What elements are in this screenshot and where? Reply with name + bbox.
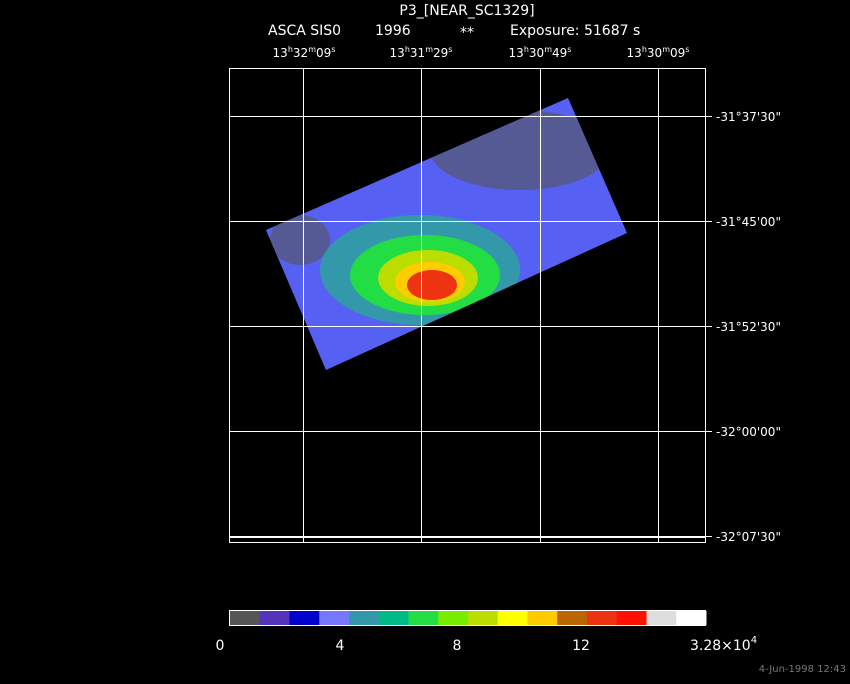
ra-label: 13h32m09s xyxy=(273,45,336,60)
colorbar-cell xyxy=(527,611,558,625)
ra-value: 13 xyxy=(627,46,642,60)
title: P3_[NEAR_SC1329] xyxy=(399,3,534,19)
exposure: Exposure: 51687 s xyxy=(510,23,640,39)
ra-unit: s xyxy=(448,45,452,54)
ra-unit: h xyxy=(642,45,647,54)
dec-label: -31°37'30" xyxy=(716,110,781,124)
colorbar-cell xyxy=(230,611,261,625)
ra-unit: s xyxy=(331,45,335,54)
colorbar-label: 0 xyxy=(216,638,225,654)
colorbar-label: 8 xyxy=(453,638,462,654)
colorbar-cell xyxy=(289,611,320,625)
colorbar-cell xyxy=(497,611,528,625)
exponent: 4 xyxy=(751,635,757,646)
colorbar-cell xyxy=(646,611,677,625)
timestamp: 4-Jun-1998 12:43 xyxy=(759,664,846,675)
colorbar-label: 4 xyxy=(336,638,345,654)
colorbar-cell xyxy=(468,611,499,625)
ra-value: 30 xyxy=(647,46,662,60)
plot-frame xyxy=(229,68,712,543)
colorbar-cell xyxy=(438,611,469,625)
ra-labels: 13h32m09s 13h31m29s 13h30m49s 13h30m09s xyxy=(273,45,690,60)
colorbar-cell xyxy=(349,611,380,625)
ra-unit: m xyxy=(425,45,433,54)
ra-unit: s xyxy=(685,45,689,54)
ra-unit: h xyxy=(288,45,293,54)
ra-unit: h xyxy=(524,45,529,54)
colorbar-label: 12 xyxy=(572,638,590,654)
year: 1996 xyxy=(375,23,411,39)
dec-label: -32°00'00" xyxy=(716,425,781,439)
dec-label: -31°45'00" xyxy=(716,215,781,229)
colorbar-cell xyxy=(587,611,618,625)
ra-label: 13h30m49s xyxy=(509,45,572,60)
ra-value: 32 xyxy=(293,46,308,60)
colorbar-cell xyxy=(676,611,707,625)
colorbar: 0 4 8 12 3.28×104 xyxy=(216,610,757,654)
ra-value: 13 xyxy=(273,46,288,60)
ra-value: 09 xyxy=(670,46,685,60)
colorbar-cell xyxy=(378,611,409,625)
instrument: ASCA SIS0 xyxy=(268,23,341,39)
flag: ** xyxy=(460,25,474,41)
colorbar-border xyxy=(229,610,706,626)
colorbar-cell xyxy=(616,611,647,625)
colorbar-cell xyxy=(319,611,350,625)
ra-value: 49 xyxy=(552,46,567,60)
colorbar-max-label: 3.28×104 xyxy=(690,635,757,654)
colorbar-cell xyxy=(408,611,439,625)
dec-label: -31°52'30" xyxy=(716,320,781,334)
ra-value: 13 xyxy=(390,46,405,60)
dec-label: -32°07'30" xyxy=(716,530,781,544)
ra-unit: s xyxy=(567,45,571,54)
ra-value: 31 xyxy=(410,46,425,60)
ra-unit: m xyxy=(662,45,670,54)
xray-image xyxy=(266,98,627,370)
ra-value: 13 xyxy=(509,46,524,60)
ra-unit: m xyxy=(544,45,552,54)
colorbar-cell xyxy=(557,611,588,625)
ra-unit: h xyxy=(405,45,410,54)
ra-value: 09 xyxy=(316,46,331,60)
mantissa: 3.28×10 xyxy=(690,638,751,654)
ra-unit: m xyxy=(308,45,316,54)
colorbar-cell xyxy=(259,611,290,625)
ra-label: 13h30m09s xyxy=(627,45,690,60)
ra-label: 13h31m29s xyxy=(390,45,453,60)
ra-value: 29 xyxy=(433,46,448,60)
ra-value: 30 xyxy=(529,46,544,60)
dec-labels: -31°37'30" -31°45'00" -31°52'30" -32°00'00"… xyxy=(716,110,781,544)
